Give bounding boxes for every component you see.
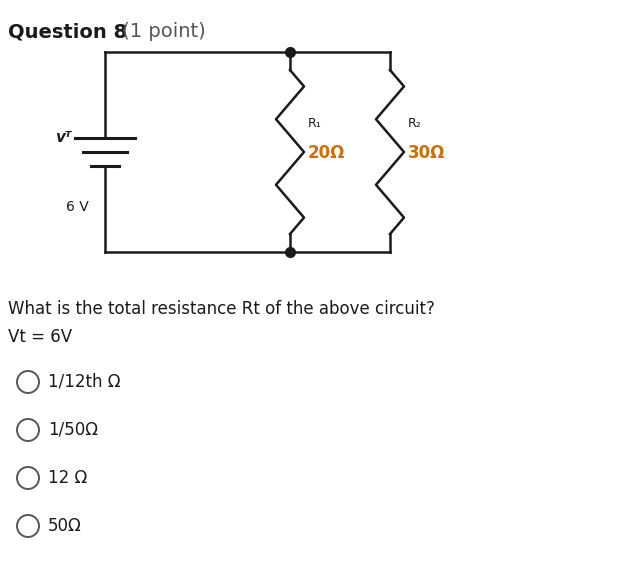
Text: 6 V: 6 V — [66, 200, 88, 214]
Text: R₁: R₁ — [308, 117, 322, 130]
Text: vᵀ: vᵀ — [55, 131, 71, 146]
Text: 1/12th Ω: 1/12th Ω — [48, 373, 121, 391]
Text: R₂: R₂ — [408, 117, 422, 130]
Text: (1 point): (1 point) — [116, 22, 206, 41]
Text: Vt = 6V: Vt = 6V — [8, 328, 72, 346]
Text: 50Ω: 50Ω — [48, 517, 82, 535]
Text: 30Ω: 30Ω — [408, 144, 446, 162]
Text: 12 Ω: 12 Ω — [48, 469, 88, 487]
Text: Question 8: Question 8 — [8, 22, 127, 41]
Text: 1/50Ω: 1/50Ω — [48, 421, 98, 439]
Text: What is the total resistance Rt of the above circuit?: What is the total resistance Rt of the a… — [8, 300, 435, 318]
Text: 20Ω: 20Ω — [308, 144, 346, 162]
